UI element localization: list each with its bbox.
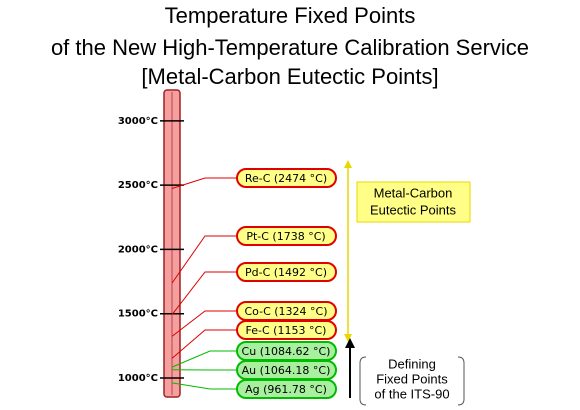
tick-label: 2000°C	[118, 244, 158, 255]
point-label: Pt-C (1738 °C)	[246, 230, 325, 243]
leader-line	[171, 310, 237, 337]
title-line: of the New High-Temperature Calibration …	[51, 35, 529, 60]
leader-line	[171, 271, 237, 316]
leader-line	[171, 350, 237, 368]
group-label: Defining	[388, 356, 436, 371]
point-box	[236, 320, 337, 340]
group-label: Metal-Carbon	[374, 185, 453, 200]
leader-line	[171, 382, 237, 390]
leader-line	[171, 329, 237, 359]
point-label: Fe-C (1153 °C)	[246, 324, 327, 337]
group-label: Eutectic Points	[370, 202, 456, 217]
point-box	[236, 168, 337, 188]
arrow-head	[344, 160, 352, 168]
tick-label: 1000°C	[118, 373, 158, 384]
group-label: of the ITS-90	[374, 386, 449, 401]
point-label: Cu (1084.62 °C)	[242, 345, 331, 358]
tick-label: 3000°C	[118, 116, 158, 127]
point-label: Co-C (1324 °C)	[244, 305, 327, 318]
tick-label: 1500°C	[118, 309, 158, 320]
title-line: [Metal-Carbon Eutectic Points]	[141, 64, 438, 89]
arrow-head	[344, 334, 352, 342]
group-box	[356, 181, 471, 223]
arrow-head	[345, 338, 355, 348]
point-box	[236, 379, 337, 399]
leader-line	[171, 235, 237, 284]
group-bracket	[359, 356, 465, 406]
point-box	[236, 226, 337, 246]
leader-line	[171, 177, 237, 189]
title-line: Temperature Fixed Points	[165, 3, 416, 28]
point-label: Pd-C (1492 °C)	[245, 266, 327, 279]
tick-label: 2500°C	[118, 180, 158, 191]
point-label: Au (1064.18 °C)	[242, 364, 331, 377]
point-label: Ag (961.78 °C)	[245, 383, 327, 396]
group-label: Fixed Points	[376, 371, 448, 386]
point-label: Re-C (2474 °C)	[245, 172, 327, 185]
point-box	[236, 262, 337, 282]
